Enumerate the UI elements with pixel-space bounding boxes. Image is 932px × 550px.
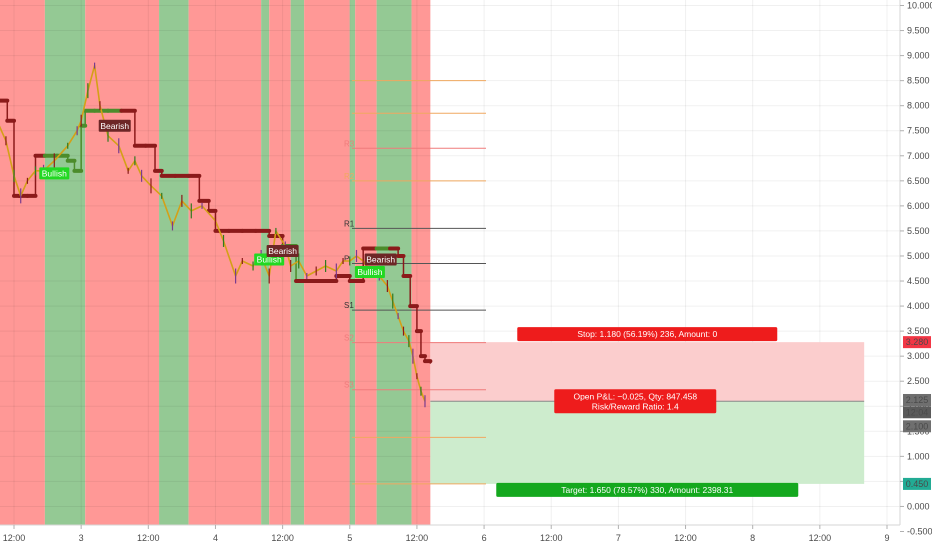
x-tick-label: 3 — [79, 533, 84, 543]
x-tick-label: 7 — [616, 533, 621, 543]
y-tick-label: 7.000 — [907, 151, 930, 161]
x-tick-label: 8 — [750, 533, 755, 543]
y-tick-label: 8.000 — [907, 101, 930, 111]
y-axis-background — [900, 0, 932, 550]
pivot-label: R1 — [344, 219, 355, 228]
x-tick-label: 12:00 — [3, 533, 26, 543]
price-badge — [903, 406, 931, 419]
target-zone[interactable] — [430, 401, 865, 484]
pivot-label: R2 — [344, 172, 355, 181]
trend-region-bearish — [0, 0, 45, 525]
position-tags: Stop: 1.180 (56.19%) 236, Amount: 0 Open … — [496, 327, 799, 497]
price-badge — [903, 477, 931, 490]
x-tick-label: 12:00 — [271, 533, 294, 543]
y-tick-label: 4.500 — [907, 276, 930, 286]
signal-label: Bullish — [357, 267, 382, 277]
signal-bearish-tag — [98, 119, 131, 132]
y-axis[interactable]: 10.000 9.500 9.000 8.500 8.000 7.500 7.000 6.50… — [899, 0, 932, 550]
y-tick-label: 3.000 — [907, 351, 930, 361]
y-tick-label: 2.500 — [907, 376, 930, 386]
position-zones[interactable] — [430, 342, 865, 484]
price-badge-text: 2.100 — [906, 421, 929, 431]
price-badge-text: 2.125 — [906, 395, 929, 405]
y-tick-label: 5.000 — [907, 251, 930, 261]
y-tick-label: 2.000 — [907, 401, 930, 411]
x-axis[interactable]: 12:00 3 12:00 4 12:00 5 12:00 6 12:00 7 12:00 8 12:0… — [0, 524, 900, 550]
pivot-label: R3 — [344, 139, 355, 148]
x-tick-label: 12:00 — [406, 533, 429, 543]
y-tick-label: 6.000 — [907, 201, 930, 211]
x-tick-label: 12:00 — [137, 533, 160, 543]
target-tag-text: Target: 1.650 (78.57%) 330, Amount: 2398… — [561, 485, 733, 495]
y-tick-label: 9.500 — [907, 26, 930, 36]
x-tick-label: 6 — [482, 533, 487, 543]
price-badge-text: 0.450 — [906, 479, 929, 489]
y-tick-label: 10.000 — [907, 1, 932, 11]
y-tick-label: 4.000 — [907, 301, 930, 311]
stop-tag-text: Stop: 1.180 (56.19%) 236, Amount: 0 — [577, 329, 717, 339]
y-tick-label: -0.500 — [907, 526, 932, 536]
signal-bearish-tag — [266, 244, 299, 257]
pivot-label: P — [344, 254, 349, 263]
y-tick-label: 6.500 — [907, 176, 930, 186]
y-tick-label: 7.500 — [907, 126, 930, 136]
trend-region-bullish — [349, 0, 356, 525]
signal-labels: BullishBearishBullishBearishBullishBeari… — [39, 119, 397, 279]
trend-region-bearish — [188, 0, 262, 525]
price-badge — [903, 393, 931, 406]
pnl-tag-text: Risk/Reward Ratio: 1.4 — [592, 401, 679, 411]
signal-bullish-tag — [354, 266, 385, 279]
x-tick-label: 5 — [347, 533, 352, 543]
x-tick-label: 12:00 — [809, 533, 832, 543]
signal-bullish-tag — [39, 167, 70, 180]
pivot-label: S1 — [344, 301, 354, 310]
x-tick-label: 4 — [213, 533, 218, 543]
y-tick-label: 3.500 — [907, 326, 930, 336]
x-tick-label: 9 — [884, 533, 889, 543]
y-tick-label: 5.500 — [907, 226, 930, 236]
pnl-tag — [554, 389, 717, 414]
signal-bearish-tag — [364, 253, 397, 266]
signal-label: Bullish — [42, 169, 67, 179]
signal-label: Bearish — [100, 121, 129, 131]
signal-label: Bullish — [257, 255, 282, 265]
target-tag — [496, 482, 799, 497]
price-badge — [903, 336, 931, 349]
price-badge-text: 3.280 — [906, 337, 929, 347]
trend-region-bearish — [411, 0, 431, 525]
x-tick-label: 12:00 — [674, 533, 697, 543]
pnl-tag-text: Open P&L: −0.025, Qty: 847.458 — [573, 391, 697, 401]
y-tick-label: 9.000 — [907, 51, 930, 61]
price-badge-text: 12:04 — [906, 407, 929, 417]
y-tick-label: 1.000 — [907, 451, 930, 461]
trend-region-bullish — [44, 0, 86, 525]
signal-label: Bearish — [366, 255, 395, 265]
y-tick-label: 0.000 — [907, 501, 930, 511]
pivot-levels: R3 R2 R1 P S1 S2 S3 — [344, 80, 486, 485]
stop-tag — [517, 327, 778, 342]
price-badge — [903, 420, 931, 433]
pivot-label: S2 — [344, 334, 354, 343]
pivot-label: S3 — [344, 381, 354, 390]
signal-label: Bearish — [268, 246, 297, 256]
x-axis-background — [0, 525, 900, 550]
trend-region-bullish — [159, 0, 189, 525]
y-tick-label: 8.500 — [907, 76, 930, 86]
x-tick-label: 12:00 — [540, 533, 563, 543]
